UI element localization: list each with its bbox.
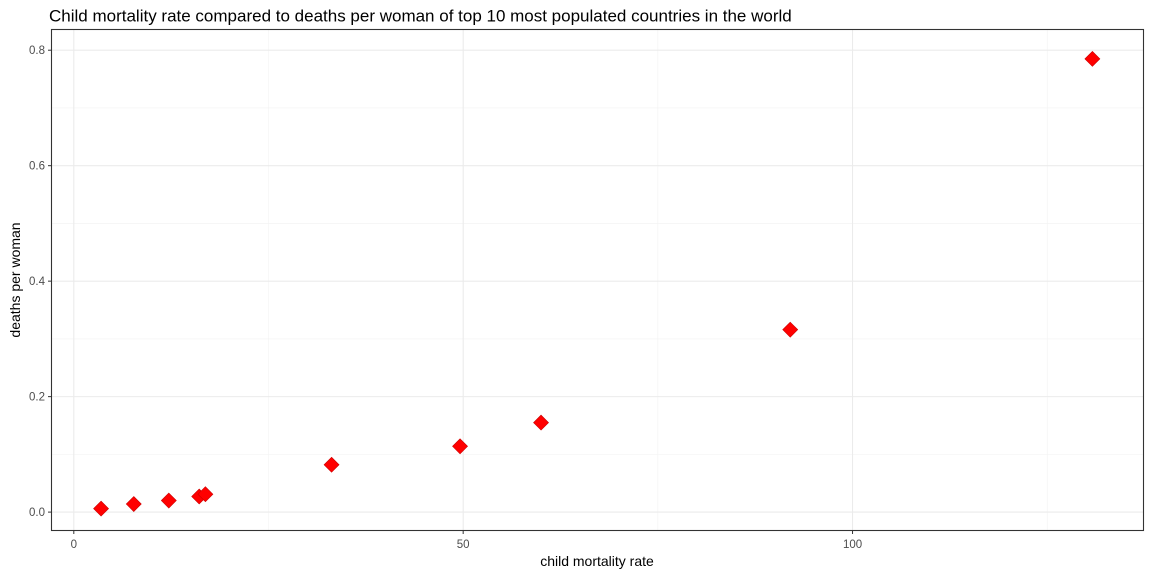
y-tick-label: 0.8 (29, 45, 45, 57)
y-tick-label: 0.2 (29, 392, 45, 404)
x-axis-title: child mortality rate (540, 553, 654, 569)
x-tick-label: 100 (843, 539, 862, 551)
y-tick-label: 0.6 (29, 161, 45, 173)
plot-panel-border (50, 28, 1145, 532)
y-tick-label: 0.0 (29, 507, 45, 519)
data-point-diamond (533, 414, 549, 431)
x-tick-label: 0 (71, 539, 77, 551)
x-axis: 0 50 100 (71, 530, 862, 551)
grid (52, 30, 1143, 530)
data-point-diamond (1084, 50, 1101, 67)
data-point-diamond (323, 456, 340, 473)
data-point-diamond (197, 486, 214, 503)
y-axis-title: deaths per woman (7, 222, 23, 337)
data-point-diamond (93, 500, 109, 517)
y-axis: 0.0 0.2 0.4 0.6 0.8 (29, 45, 52, 519)
data-point-diamond (782, 321, 799, 338)
y-tick-label: 0.4 (29, 276, 46, 288)
data-point-diamond (160, 492, 177, 509)
data-point-diamond (125, 496, 142, 512)
x-tick-label: 50 (457, 539, 470, 551)
data-point-diamond (452, 438, 468, 455)
data-points (93, 50, 1101, 517)
chart-title: Child mortality rate compared to deaths … (49, 7, 792, 26)
